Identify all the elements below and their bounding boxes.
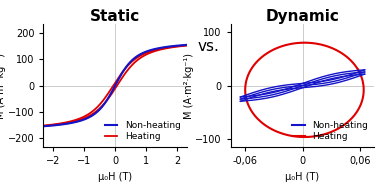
Title: Static: Static [90, 9, 140, 24]
Title: Dynamic: Dynamic [266, 9, 339, 24]
Y-axis label: M (A·m²·kg⁻¹): M (A·m²·kg⁻¹) [184, 53, 194, 118]
Legend: Non-heating, Heating: Non-heating, Heating [290, 119, 370, 143]
Legend: Non-heating, Heating: Non-heating, Heating [103, 119, 182, 143]
Text: vs.: vs. [198, 39, 220, 54]
Y-axis label: M (A·m²·kg⁻¹): M (A·m²·kg⁻¹) [0, 53, 6, 118]
X-axis label: μ₀H (T): μ₀H (T) [285, 172, 319, 182]
X-axis label: μ₀H (T): μ₀H (T) [98, 172, 132, 182]
